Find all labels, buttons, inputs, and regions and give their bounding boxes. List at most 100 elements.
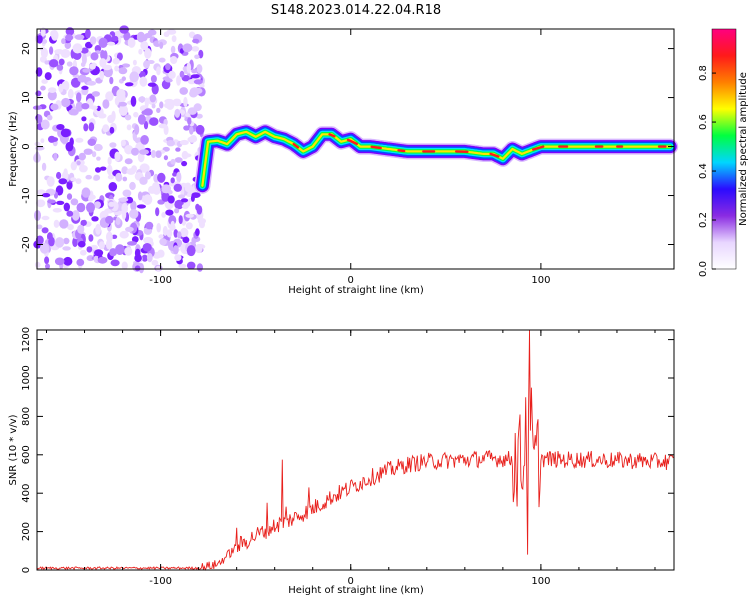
noise-blob bbox=[111, 110, 116, 122]
noise-blob bbox=[179, 139, 189, 146]
noise-blob bbox=[88, 196, 94, 202]
noise-blob bbox=[156, 222, 161, 233]
noise-blob bbox=[93, 143, 103, 152]
noise-blob bbox=[58, 58, 65, 66]
noise-blob bbox=[143, 121, 149, 130]
noise-blob bbox=[100, 49, 105, 60]
noise-blob bbox=[34, 261, 41, 268]
noise-blob bbox=[177, 194, 185, 199]
noise-blob bbox=[68, 109, 79, 116]
noise-blob bbox=[124, 247, 133, 256]
noise-blob bbox=[60, 128, 71, 138]
noise-blob bbox=[94, 201, 101, 209]
noise-blob bbox=[151, 103, 156, 109]
noise-blob bbox=[182, 153, 192, 158]
noise-blob bbox=[198, 49, 204, 59]
noise-blob bbox=[81, 116, 87, 122]
ridge-peak bbox=[532, 145, 545, 151]
noise-blob bbox=[191, 68, 198, 74]
noise-blob bbox=[65, 34, 74, 41]
snr-frame bbox=[36, 329, 675, 571]
noise-blob bbox=[83, 123, 89, 132]
noise-blob bbox=[56, 64, 64, 71]
noise-blob bbox=[141, 110, 150, 115]
noise-blob bbox=[174, 254, 182, 261]
noise-blob bbox=[66, 61, 73, 67]
noise-blob bbox=[158, 234, 164, 239]
noise-blob bbox=[147, 82, 157, 87]
noise-blob bbox=[44, 256, 50, 265]
noise-blob bbox=[111, 35, 119, 42]
noise-blob bbox=[40, 138, 45, 144]
noise-blob bbox=[165, 63, 171, 71]
noise-blob bbox=[115, 244, 125, 256]
noise-blob bbox=[81, 85, 89, 90]
noise-blob bbox=[96, 156, 101, 161]
noise-blob bbox=[170, 45, 176, 54]
noise-blob bbox=[75, 137, 84, 143]
colorbar-label: Normalized spectral amplitude bbox=[738, 72, 749, 226]
noise-blob bbox=[181, 203, 189, 209]
noise-blob bbox=[176, 75, 181, 86]
noise-blob bbox=[145, 221, 154, 230]
noise-blob bbox=[158, 57, 166, 63]
spectrogram-frame bbox=[36, 28, 675, 270]
noise-blob bbox=[66, 210, 74, 217]
noise-blob bbox=[94, 45, 102, 52]
noise-blob bbox=[175, 147, 181, 152]
noise-blob bbox=[72, 51, 82, 60]
noise-blob bbox=[70, 177, 77, 182]
noise-blob bbox=[173, 183, 182, 192]
noise-blob bbox=[129, 209, 139, 219]
noise-blob bbox=[159, 41, 164, 49]
noise-blob bbox=[190, 74, 200, 79]
y-tick-label: 1000 bbox=[21, 365, 32, 390]
noise-blob bbox=[140, 135, 149, 145]
noise-blob bbox=[114, 96, 120, 106]
noise-blob bbox=[75, 101, 84, 112]
noise-blob bbox=[171, 35, 177, 43]
noise-blob bbox=[138, 263, 145, 274]
noise-blob bbox=[157, 172, 166, 183]
noise-blob bbox=[86, 255, 95, 262]
noise-blob bbox=[185, 213, 194, 218]
noise-blob bbox=[36, 35, 43, 44]
noise-blob bbox=[199, 220, 205, 229]
spectral-ridge bbox=[194, 123, 679, 194]
noise-blob bbox=[75, 178, 82, 185]
noise-blob bbox=[81, 53, 87, 65]
noise-blob bbox=[195, 228, 200, 237]
colorbar-gradient bbox=[711, 28, 737, 270]
y-tick-label: 0 bbox=[21, 143, 32, 149]
noise-blob bbox=[134, 254, 142, 263]
noise-blob bbox=[97, 256, 108, 264]
noise-blob bbox=[152, 182, 160, 191]
noise-blob bbox=[146, 253, 153, 263]
noise-blob bbox=[105, 239, 113, 250]
y-tick-label: 200 bbox=[21, 522, 32, 541]
y-tick-label: 800 bbox=[21, 407, 32, 426]
noise-blob bbox=[109, 76, 114, 85]
noise-blob bbox=[127, 37, 136, 48]
noise-blob bbox=[194, 54, 200, 60]
y-tick-label: 20 bbox=[21, 42, 32, 55]
noise-blob bbox=[115, 217, 121, 226]
noise-blob bbox=[144, 97, 149, 108]
noise-blob bbox=[114, 65, 119, 72]
y-tick-label: 600 bbox=[21, 445, 32, 464]
noise-blob bbox=[48, 236, 55, 247]
y-tick-label: -20 bbox=[21, 236, 32, 252]
noise-blob bbox=[187, 107, 197, 115]
noise-blob bbox=[120, 139, 126, 147]
noise-blob bbox=[155, 150, 162, 158]
y-tick-label: 400 bbox=[21, 484, 32, 503]
noise-blob bbox=[181, 160, 188, 167]
noise-blob bbox=[36, 224, 43, 230]
noise-blob bbox=[40, 27, 46, 37]
noise-blob bbox=[161, 192, 170, 202]
noise-blob bbox=[159, 101, 164, 109]
noise-blob bbox=[81, 103, 90, 110]
noise-blob bbox=[89, 36, 97, 45]
noise-blob bbox=[90, 244, 98, 250]
noise-blob bbox=[184, 184, 192, 192]
